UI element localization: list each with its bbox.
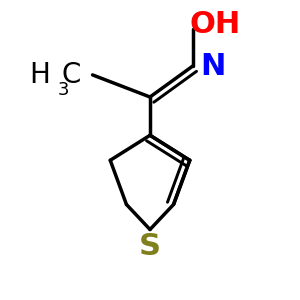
Text: N: N (200, 52, 225, 81)
Text: OH: OH (190, 11, 241, 39)
Text: C: C (62, 61, 81, 89)
Text: 3: 3 (57, 81, 69, 99)
Text: S: S (139, 232, 161, 261)
Text: H: H (29, 61, 50, 89)
